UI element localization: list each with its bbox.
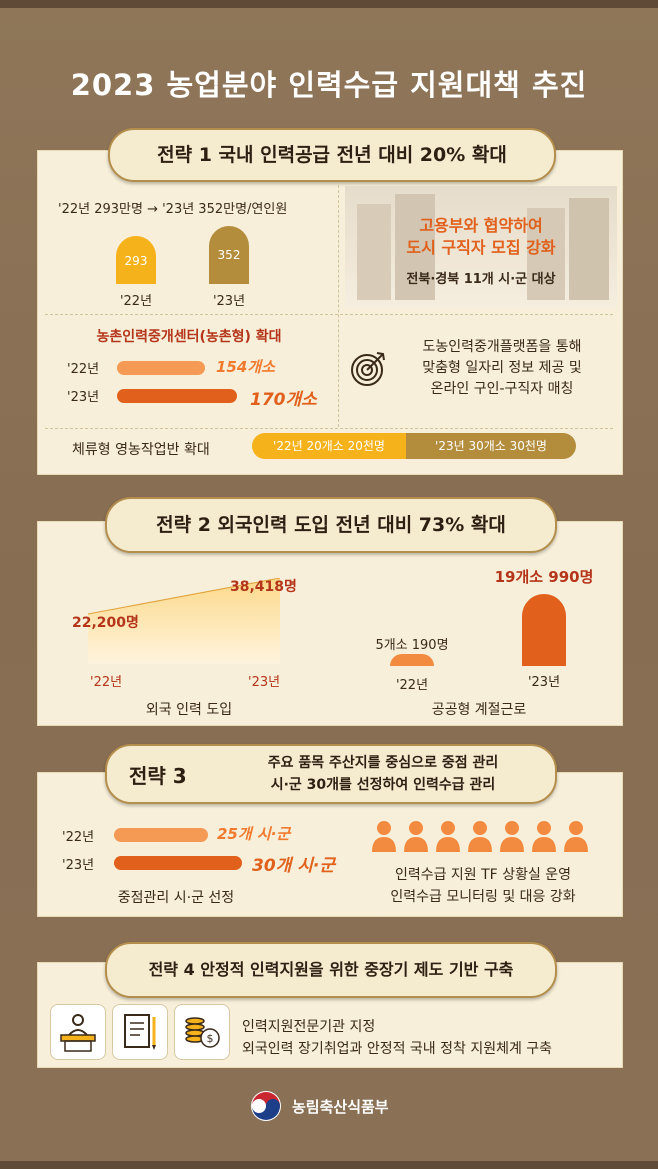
supply-column-23 — [209, 226, 249, 284]
platform-line3: 온라인 구인-구직자 매칭 — [430, 381, 574, 397]
center-bar-22 — [117, 361, 205, 375]
supply-line: '22년 293만명 → '23년 352만명/연인원 — [58, 202, 288, 217]
city-line1: 고용부와 협약하여 — [419, 216, 543, 235]
season-label-23: '23년 — [527, 675, 561, 690]
season-column-22 — [390, 654, 434, 666]
center-title: 농촌인력중개센터(농촌형) 확대 — [96, 329, 282, 345]
city-sub: 전북·경북 11개 시·군 대상 — [406, 272, 556, 287]
person-icon — [498, 818, 526, 854]
foreign-label-23: '23년 — [248, 675, 281, 690]
podium-icon — [50, 1004, 106, 1060]
focus-bar-22 — [114, 828, 208, 842]
center-value-22: 154개소 — [216, 358, 275, 376]
svg-text:$: $ — [207, 1032, 214, 1045]
foreign-value-22: 22,200명 — [72, 615, 139, 631]
person-icon — [530, 818, 558, 854]
coins-icon: $ — [174, 1004, 230, 1060]
center-label-23: '23년 — [67, 390, 100, 405]
target-icon — [350, 349, 388, 387]
strategy2-heading: 전략 2 외국인력 도입 전년 대비 73% 확대 — [105, 497, 557, 553]
person-icon — [402, 818, 430, 854]
focus-label-23: '23년 — [62, 858, 95, 873]
stay-22: '22년 20개소 20천명 — [252, 433, 406, 459]
focus-value-23: 30개 시·군 — [252, 856, 335, 876]
season-label-22: '22년 — [395, 678, 429, 693]
foreign-label-22: '22년 — [90, 675, 123, 690]
s4-line1: 인력지원전문기관 지정 — [242, 1019, 376, 1035]
ministry-emblem-icon — [250, 1090, 282, 1122]
strategy4-heading: 전략 4 안정적 인력지원을 위한 중장기 제도 기반 구축 — [105, 942, 557, 998]
foreign-title: 외국 인력 도입 — [145, 702, 233, 718]
supply-value-22: 293 — [124, 254, 148, 268]
main-title: 2023 농업분야 인력수급 지원대책 추진 — [70, 68, 588, 102]
focus-title: 중점관리 시·군 선정 — [117, 890, 235, 906]
strategy3-line2: 시·군 30개를 선정하여 인력수급 관리 — [270, 777, 496, 793]
person-icon — [562, 818, 590, 854]
city-buildings-image — [345, 186, 617, 308]
people-icons-row — [370, 818, 594, 854]
platform-line1: 도농인력중개플랫폼을 통해 — [422, 339, 582, 355]
strategy3-heading: 전략 3 주요 품목 주산지를 중심으로 중점 관리 시·군 30개를 선정하여… — [105, 744, 557, 804]
center-label-22: '22년 — [67, 362, 100, 377]
center-value-23: 170개소 — [250, 390, 317, 410]
season-value-22: 5개소 190명 — [375, 638, 449, 653]
supply-label-22: '22년 — [119, 294, 153, 309]
divider — [45, 428, 613, 429]
city-line2: 도시 구직자 모집 강화 — [406, 238, 556, 257]
s4-line2: 외국인력 장기취업과 안정적 국내 정착 지원체계 구축 — [242, 1041, 553, 1057]
ministry-name: 농림축산식품부 — [292, 1098, 389, 1116]
person-icon — [434, 818, 462, 854]
strategy3-line1: 주요 품목 주산지를 중심으로 중점 관리 — [267, 755, 499, 771]
focus-value-22: 25개 시·군 — [217, 825, 291, 843]
supply-label-23: '23년 — [212, 294, 246, 309]
supply-value-23: 352 — [217, 248, 241, 262]
divider — [45, 314, 613, 315]
foreign-area-chart — [87, 577, 281, 664]
strategy1-heading: 전략 1 국내 인력공급 전년 대비 20% 확대 — [108, 128, 556, 182]
focus-bar-23 — [114, 856, 242, 870]
top-bar — [0, 0, 658, 8]
center-bar-23 — [117, 389, 237, 403]
season-column-23 — [522, 594, 566, 666]
bottom-bar — [0, 1161, 658, 1169]
person-icon — [370, 818, 398, 854]
tf-line2: 인력수급 모니터링 및 대응 강화 — [390, 889, 576, 905]
focus-label-22: '22년 — [62, 830, 95, 845]
season-title: 공공형 계절근로 — [431, 702, 527, 718]
divider — [338, 185, 339, 427]
tf-line1: 인력수급 지원 TF 상황실 운영 — [394, 867, 572, 883]
strategy3-number: 전략 3 — [129, 764, 187, 788]
person-icon — [466, 818, 494, 854]
season-value-23: 19개소 990명 — [494, 568, 594, 586]
foreign-value-23: 38,418명 — [230, 579, 297, 595]
stay-label: 체류형 영농작업반 확대 — [72, 442, 210, 458]
platform-line2: 맞춤형 일자리 정보 제공 및 — [422, 360, 582, 376]
stay-23: '23년 30개소 30천명 — [406, 433, 576, 459]
document-icon — [112, 1004, 168, 1060]
supply-column-22 — [116, 236, 156, 284]
